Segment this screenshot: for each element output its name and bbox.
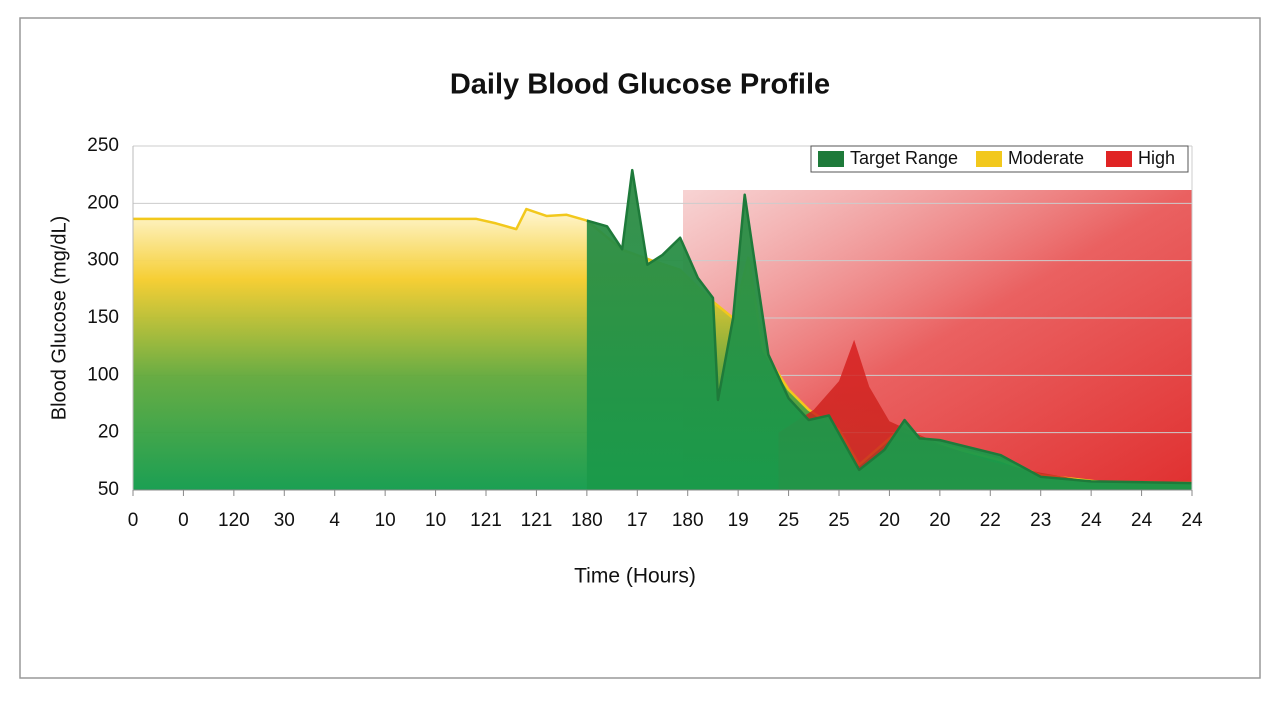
x-tick-label: 0 [178,510,189,531]
x-tick-label: 23 [1030,510,1051,531]
y-axis-label: Blood Glucose (mg/dL) [48,216,70,421]
x-tick-label: 120 [218,510,250,531]
x-tick-label: 20 [929,510,950,531]
y-tick-label: 250 [87,135,119,156]
legend: Target Range Moderate High [810,145,1189,173]
x-tick-label: 4 [329,510,340,531]
x-tick-label: 24 [1181,510,1203,531]
x-tick-label: 25 [778,510,799,531]
x-tick-label: 20 [879,510,900,531]
x-tick-label: 10 [425,510,446,531]
x-tick-label: 180 [672,510,704,531]
x-axis-label: Time (Hours) [574,565,696,588]
x-tick-label: 180 [571,510,603,531]
y-tick-label: 50 [98,479,119,500]
x-tick-label: 24 [1081,510,1103,531]
y-tick-label: 150 [87,307,119,328]
chart-title: Daily Blood Glucose Profile [450,69,830,101]
x-tick-label: 25 [828,510,849,531]
x-tick-label: 121 [521,510,553,531]
x-tick-label: 0 [128,510,139,531]
x-tick-label: 17 [627,510,648,531]
y-tick-label: 300 [87,250,119,271]
legend-swatch [818,151,844,167]
series-line [586,168,1193,485]
y-tick-label: 200 [87,192,119,213]
series-area [586,170,1192,490]
legend-swatch [1106,151,1132,167]
legend-label: High [1138,148,1175,168]
x-tick-label: 24 [1131,510,1153,531]
legend-label: Moderate [1008,148,1084,168]
legend-label: Target Range [850,148,958,168]
x-tick-label: 10 [375,510,396,531]
y-tick-label: 20 [98,422,119,443]
legend-swatch [976,151,1002,167]
x-tick-label: 22 [980,510,1001,531]
x-tick-label: 19 [728,510,749,531]
x-tick-label: 30 [274,510,295,531]
y-tick-label: 100 [87,364,119,385]
x-tick-label: 121 [470,510,502,531]
